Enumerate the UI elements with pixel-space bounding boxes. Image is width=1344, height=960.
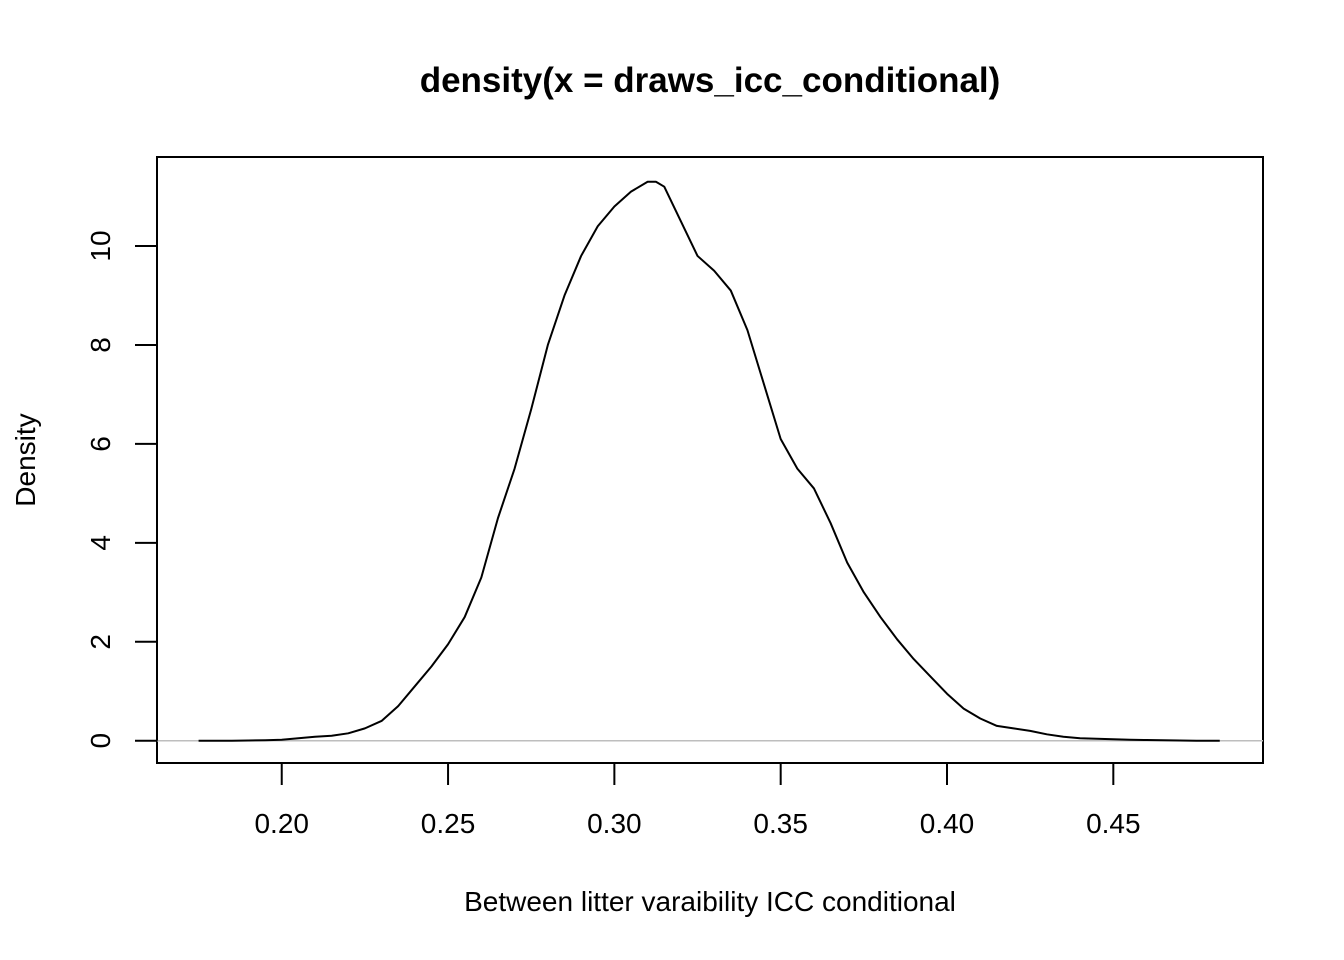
y-tick-label: 4 xyxy=(85,535,116,551)
density-curve xyxy=(198,180,1220,742)
y-tick-label: 6 xyxy=(85,436,116,452)
chart-title: density(x = draws_icc_conditional) xyxy=(420,61,1001,100)
plot-frame xyxy=(156,156,1264,764)
y-axis-label: Density xyxy=(10,413,41,506)
x-tick-label: 0.25 xyxy=(421,808,476,839)
x-tick-label: 0.30 xyxy=(587,808,642,839)
y-tick-label: 10 xyxy=(85,230,116,261)
x-tick-label: 0.20 xyxy=(254,808,309,839)
x-tick-label: 0.40 xyxy=(920,808,975,839)
x-tick-label: 0.45 xyxy=(1086,808,1141,839)
x-axis: 0.20 0.25 0.30 0.35 0.40 0.45 xyxy=(254,762,1141,839)
x-axis-label: Between litter varaibility ICC condition… xyxy=(464,886,956,917)
y-tick-label: 0 xyxy=(85,733,116,749)
y-tick-label: 8 xyxy=(85,337,116,353)
y-tick-label: 2 xyxy=(85,634,116,650)
y-axis: 0 2 4 6 8 10 xyxy=(85,230,158,749)
x-tick-label: 0.35 xyxy=(753,808,808,839)
